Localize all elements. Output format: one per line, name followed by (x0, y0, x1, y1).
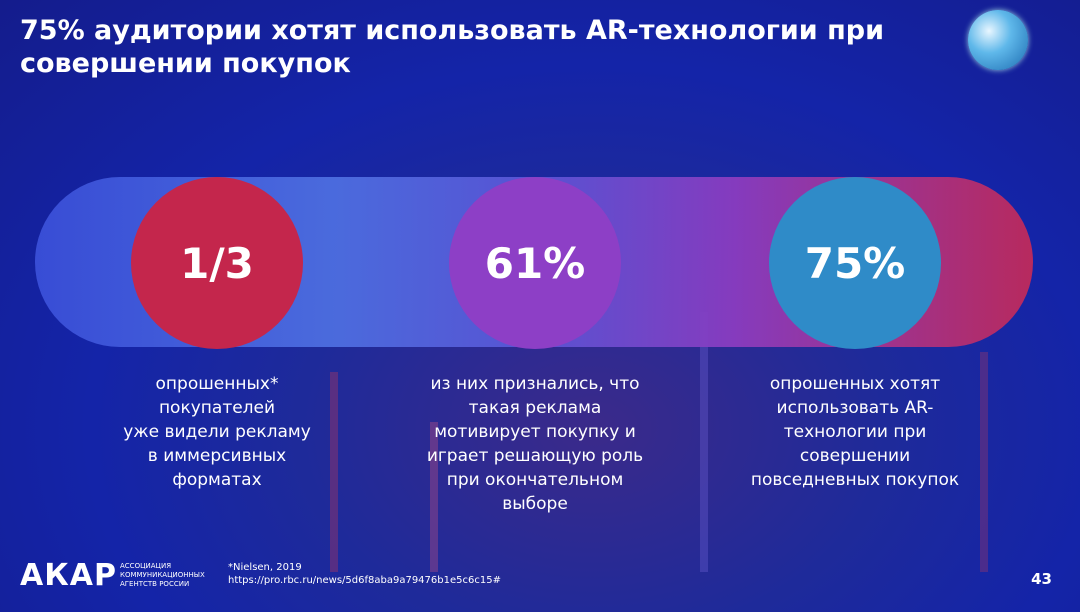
globe-icon (968, 10, 1028, 70)
title-line: 75% аудитории хотят использовать AR-техн… (20, 15, 885, 46)
description-line: уже видели рекламу (123, 422, 311, 442)
logo-caption-line: АССОЦИАЦИЯ (120, 562, 172, 570)
stat-description: опрошенных* покупателей уже видели рекламу… (87, 372, 347, 492)
description-line: выборе (502, 494, 568, 514)
description-line: совершении (799, 446, 911, 466)
footnote-line: https://pro.rbc.ru/news/5d6f8aba9a79476b… (228, 575, 501, 586)
description-line: повседневных покупок (750, 470, 960, 490)
stat-description: из них признались, что такая реклама мотив… (405, 372, 665, 516)
description-line: форматах (172, 470, 262, 490)
title-line: совершении покупок (20, 48, 351, 79)
description-line: опрошенных* (155, 374, 279, 394)
description-line: мотивирует покупку и (434, 422, 636, 442)
footnote-line: *Nielsen, 2019 (228, 562, 302, 573)
background-decoration (330, 372, 338, 572)
description-line: играет решающую роль (426, 446, 644, 466)
description-line: при окончательном (446, 470, 624, 490)
background-decoration (980, 352, 988, 572)
page-number: 43 (1031, 570, 1052, 588)
stat-circle: 75% (769, 177, 941, 349)
description-line: из них признались, что (430, 374, 640, 394)
logo-caption-line: АГЕНТСТВ РОССИИ (120, 580, 190, 588)
description-line: технологии при (783, 422, 927, 442)
logo-caption-line: КОММУНИКАЦИОННЫХ (120, 571, 205, 579)
description-line: такая реклама (468, 398, 602, 418)
logo: АКАР (20, 558, 117, 593)
stat-circle: 61% (449, 177, 621, 349)
description-line: в иммерсивных (147, 446, 287, 466)
logo-caption: АССОЦИАЦИЯ КОММУНИКАЦИОННЫХ АГЕНТСТВ РОССИ… (120, 562, 205, 589)
description-line: опрошенных хотят (769, 374, 941, 394)
description-line: использовать AR- (776, 398, 934, 418)
stat-circle: 1/3 (131, 177, 303, 349)
stat-description: опрошенных хотят использовать AR-технолог… (725, 372, 985, 492)
title: 75% аудитории хотят использовать AR-техн… (20, 14, 884, 80)
footnote: *Nielsen, 2019 https://pro.rbc.ru/news/5d… (228, 561, 501, 587)
background-decoration (700, 312, 708, 572)
background-decoration (430, 422, 438, 572)
description-line: покупателей (158, 398, 276, 418)
